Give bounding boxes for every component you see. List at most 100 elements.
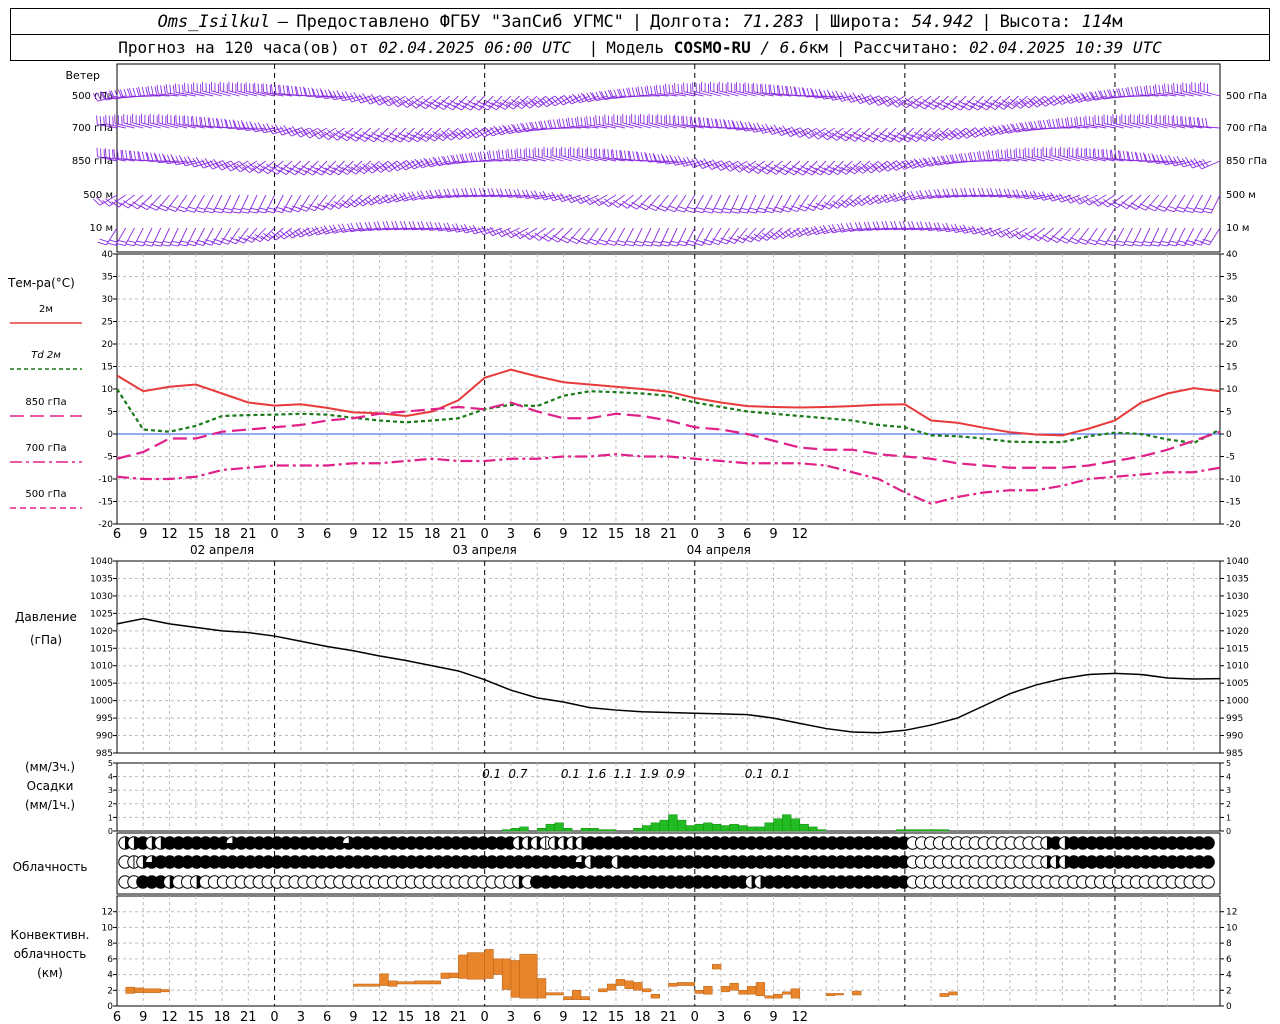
wind-barb-feather (996, 104, 1005, 110)
model-name: COSMO-RU (673, 37, 751, 57)
wind-barb-feather (353, 131, 362, 137)
wind-barb (614, 227, 626, 246)
precip-bar (930, 829, 941, 832)
wind-barb-feather (1038, 99, 1046, 107)
wind-barb-feather (702, 117, 706, 127)
wind-barb-feather (674, 83, 676, 93)
wind-barb-feather (493, 125, 500, 134)
wind-barb-feather (670, 157, 676, 166)
wind-barb-feather (873, 137, 883, 143)
x-tick-label: 6 (113, 527, 121, 542)
temp-series-0 (116, 368, 1221, 437)
wind-barb-feather (821, 169, 830, 176)
wind-barb-feather (571, 236, 580, 242)
wind-barb-feather (408, 221, 413, 231)
press-tick-label-right: 990 (1226, 732, 1243, 742)
wind-barb-feather (358, 94, 365, 103)
conv-bar (396, 981, 415, 985)
wind-barb-feather (719, 119, 723, 129)
wind-barb-feather (1114, 150, 1117, 160)
temp-tick-label-right: 0 (1226, 430, 1232, 440)
wind-barb-feather (265, 163, 274, 170)
wind-barb-feather (760, 84, 762, 94)
wind-barb-feather (602, 116, 604, 126)
wind-barb-feather (840, 133, 849, 140)
precip-3h-label: 0.1 (482, 767, 501, 781)
wind-barb-feather (1128, 204, 1137, 210)
temp-tick-label-right: 20 (1226, 340, 1238, 350)
wind-barb-feather (1085, 196, 1093, 204)
wind-barb-feather (1076, 116, 1079, 126)
wind-barb-feather (333, 167, 342, 173)
wind-barb-feather (145, 86, 149, 96)
wind-barb-feather (452, 154, 457, 164)
wind-barb-feather (232, 207, 242, 211)
wind-barb-feather (769, 84, 772, 94)
x-tick-label: 18 (214, 527, 231, 542)
wind-barb-feather (812, 170, 821, 176)
wind-barb-feather (446, 132, 455, 139)
wind-barb-feather (817, 128, 825, 136)
wind-barb-feather (209, 160, 217, 168)
wind-barb-feather (980, 226, 987, 235)
wind-barb-feather (446, 155, 452, 165)
wind-barb-feather (99, 238, 109, 243)
wind-barb (1164, 194, 1177, 212)
wind-barb-feather (346, 223, 352, 232)
wind-barb-feather (279, 126, 286, 135)
temp-legend-label: 2м (39, 304, 53, 315)
wind-barb-feather (782, 164, 791, 171)
wind-barb-feather (1013, 149, 1016, 159)
wind-barb (622, 122, 643, 129)
press-tick-label-left: 1035 (90, 574, 113, 584)
wind-barb-feather (731, 207, 741, 211)
wind-barb-feather (644, 152, 648, 162)
wind-barb-feather (863, 197, 871, 205)
wind-barb-feather (338, 224, 344, 233)
wind-barb-feather (1109, 149, 1112, 160)
wind-barb-feather (412, 134, 421, 140)
wind-barb-feather (807, 203, 816, 209)
wind-barb-feather (858, 221, 863, 231)
wind-barb (1191, 90, 1212, 97)
wind-barb-feather (416, 191, 422, 200)
wind-barb-feather (652, 240, 662, 244)
wind-barb-feather (550, 237, 559, 243)
wind-title: Ветер (66, 69, 100, 82)
header-row-forecast: Прогноз на 120 часа(ов) от 02.04.2025 06… (10, 34, 1270, 61)
wind-barb-feather (181, 84, 184, 94)
precip-bar (589, 828, 599, 832)
wind-barb-feather (401, 137, 410, 143)
wind-barb-feather (819, 225, 825, 234)
wind-barb-feather (117, 89, 123, 99)
wind-barb-feather (776, 85, 779, 95)
wind-barb (114, 122, 135, 129)
wind-barb-feather (508, 188, 513, 198)
wind-barb-feather (1197, 117, 1201, 127)
wind-barb-feather (313, 170, 322, 176)
wind-barb-feather (443, 189, 448, 198)
wind-barb-feather (1061, 236, 1070, 241)
wind-barb-feather (574, 95, 581, 104)
wind-barb-feather (951, 188, 956, 198)
wind-barb-feather (528, 97, 537, 105)
wind-barb-feather (747, 162, 755, 169)
wind-barb-feather (1107, 89, 1112, 99)
wind-barb-feather (958, 153, 963, 163)
wind-barb-feather (461, 153, 466, 163)
wind-barb-feather (690, 116, 693, 126)
wind-barb-feather (254, 234, 263, 240)
wind-barb-feather (110, 90, 116, 100)
wind-barb-feather (976, 227, 983, 236)
wind-barb-feather (386, 134, 395, 140)
wind-barb-feather (277, 232, 285, 240)
wind-barb-feather (796, 207, 806, 212)
wind-barb-feather (254, 165, 262, 172)
wind-barb-feather (323, 225, 330, 234)
wind-barb-feather (945, 131, 954, 139)
x-tick-label: 9 (559, 527, 567, 542)
wind-barb-feather (339, 169, 348, 175)
wind-barb-feather (924, 190, 930, 199)
wind-barb-feather (357, 136, 366, 142)
